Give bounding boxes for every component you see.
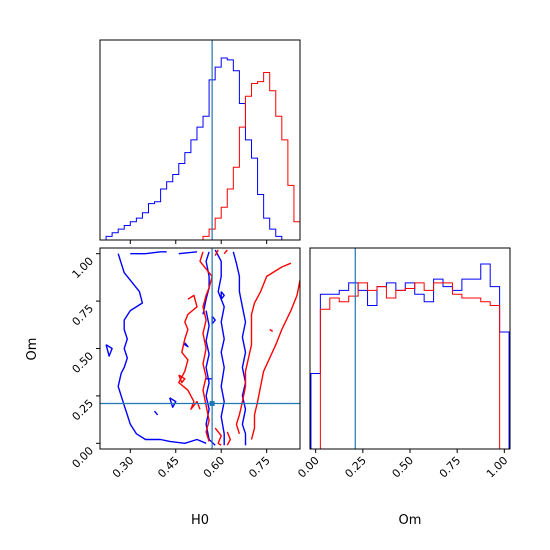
contour-red-0 (199, 251, 213, 442)
om-histogram-blue-step (310, 263, 510, 449)
h0-om-contours (105, 249, 300, 446)
contour-blue-8 (169, 397, 177, 408)
om-histogram-xticks: 0.00 0.25 0.50 0.75 1.00 (295, 449, 510, 480)
om-hist-xtick-label: 0.50 (390, 454, 417, 481)
om-histogram-panel: 0.00 0.25 0.50 0.75 1.00 Om (295, 247, 511, 528)
contour-blue-5 (214, 249, 225, 446)
h0-histogram-bars (100, 57, 301, 241)
om-ytick-label: 0.00 (70, 444, 97, 471)
om-hist-xtick-label: 0.00 (295, 454, 322, 481)
contour-blue-13 (153, 410, 159, 416)
h0-xtick-label: 0.45 (155, 454, 182, 481)
contour-red-8 (178, 374, 186, 384)
om-histogram-axis-label: Om (399, 513, 422, 528)
contour-red-1 (178, 294, 201, 410)
om-ytick-label: 0.25 (70, 397, 97, 424)
contour-red-4 (235, 262, 292, 435)
h0-om-yticks: 0.00 0.25 0.50 0.75 1.00 (70, 253, 100, 471)
om-ytick-label: 1.00 (70, 255, 97, 282)
contour-red-9 (269, 328, 274, 332)
h0-xtick-label: 0.30 (110, 454, 137, 481)
h0-om-frame (99, 247, 301, 450)
contour-red-2 (214, 427, 222, 446)
contour-red-3 (226, 431, 231, 446)
contour-red-6 (214, 249, 219, 256)
om-axis-label: Om (25, 338, 40, 361)
contour-blue-9 (184, 342, 189, 348)
om-hist-xtick-label: 0.75 (437, 454, 464, 481)
h0-om-contour-panel: 0.30 0.45 0.60 0.75 0.00 0.25 0.50 0.75 1.00 H0… (25, 247, 301, 528)
om-histogram-frame (309, 247, 511, 450)
h0-xtick-label: 0.75 (246, 454, 273, 481)
om-ytick-label: 0.75 (70, 302, 97, 329)
h0-histogram-red-step (100, 72, 301, 241)
contour-blue-0 (130, 251, 167, 255)
h0-histogram-frame (99, 39, 301, 241)
h0-om-xticks: 0.30 0.45 0.60 0.75 (110, 449, 273, 480)
contour-red-5 (250, 280, 300, 440)
om-histogram-red-step (310, 282, 510, 450)
contour-blue-3 (202, 251, 210, 315)
contour-blue-2 (117, 253, 207, 444)
om-hist-xtick-label: 1.00 (484, 454, 511, 481)
h0-histogram-panel (99, 39, 301, 244)
h0-om-truth-point (209, 400, 215, 406)
h0-histogram-blue-step (100, 57, 300, 241)
h0-xtick-label: 0.60 (201, 454, 228, 481)
om-histogram-bars (310, 263, 510, 450)
om-hist-xtick-label: 0.25 (342, 454, 369, 481)
om-ytick-label: 0.50 (70, 349, 97, 376)
h0-axis-label: H0 (191, 513, 209, 528)
h0-histogram-ticks (129, 240, 268, 244)
contour-red-7 (223, 249, 228, 255)
contour-blue-11 (220, 291, 225, 300)
contour-blue-6 (232, 251, 247, 446)
contour-blue-1 (178, 251, 198, 255)
contour-blue-7 (105, 344, 113, 357)
